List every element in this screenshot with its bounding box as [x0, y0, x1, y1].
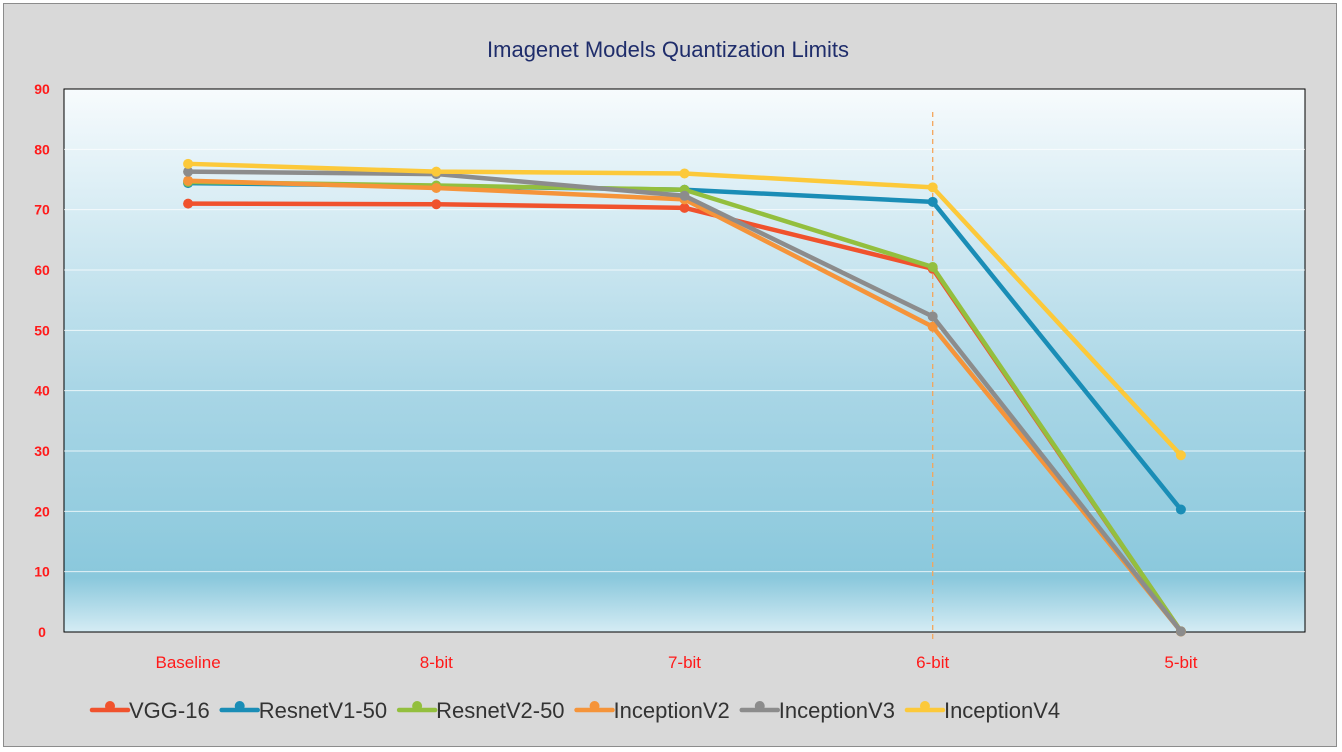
plot-area: [63, 88, 1306, 633]
y-tick-label: 10: [34, 564, 50, 580]
gridlines: [64, 148, 1305, 573]
legend-label: ResnetV1-50: [259, 698, 387, 723]
y-tick-label: 20: [34, 503, 50, 519]
y-axis-ticks: 0 10 20 30 40 50 60 70 80 90: [34, 81, 50, 640]
y-tick-label: 40: [34, 383, 50, 399]
data-point: [679, 168, 690, 179]
legend-label: InceptionV2: [614, 698, 730, 723]
x-tick-label: 5-bit: [1164, 653, 1197, 672]
legend-dot-marker: [589, 701, 600, 711]
data-point: [1175, 450, 1186, 461]
data-point: [183, 166, 194, 177]
data-point: [679, 190, 690, 201]
legend-item-resnetv1-50[interactable]: ResnetV1-50: [219, 698, 387, 723]
series-lines: [183, 158, 1186, 637]
data-point: [183, 158, 194, 169]
y-tick-label: 50: [34, 322, 50, 338]
legend-label: VGG-16: [129, 698, 210, 723]
y-tick-label: 70: [34, 202, 50, 218]
legend[interactable]: VGG-16 ResnetV1-50 ResnetV2-50 InceptionV2 I…: [89, 698, 1060, 723]
x-tick-label: 7-bit: [668, 653, 701, 672]
data-point: [1175, 626, 1186, 637]
data-point: [431, 182, 442, 193]
y-tick-label: 90: [34, 81, 50, 97]
data-point: [927, 311, 938, 322]
x-axis-ticks: Baseline 8-bit 7-bit 6-bit 5-bit: [155, 653, 1197, 672]
data-point: [431, 166, 442, 177]
legend-dot-marker: [105, 701, 115, 711]
data-point: [679, 202, 690, 213]
legend-label: InceptionV4: [944, 698, 1060, 723]
legend-label: InceptionV3: [779, 698, 895, 723]
legend-item-inceptionv2[interactable]: InceptionV2: [574, 698, 730, 723]
x-tick-label: 8-bit: [420, 653, 453, 672]
data-point: [183, 198, 194, 209]
y-tick-label: 60: [34, 262, 50, 278]
data-point: [927, 261, 938, 272]
data-point: [927, 321, 938, 332]
data-point: [927, 182, 938, 193]
legend-item-inceptionv4[interactable]: InceptionV4: [904, 698, 1060, 723]
data-point: [927, 196, 938, 207]
legend-item-inceptionv3[interactable]: InceptionV3: [739, 698, 895, 723]
legend-item-resnetv2-50[interactable]: ResnetV2-50: [396, 698, 565, 723]
y-tick-label: 0: [38, 624, 46, 640]
x-tick-label: 6-bit: [916, 653, 949, 672]
legend-dot-marker: [754, 701, 765, 711]
chart-title: Imagenet Models Quantization Limits: [487, 37, 849, 62]
y-tick-label: 30: [34, 443, 50, 459]
data-point: [1175, 504, 1186, 515]
legend-label: ResnetV2-50: [436, 698, 564, 723]
legend-dot-marker: [412, 701, 423, 711]
legend-dot-marker: [234, 701, 245, 711]
series-inceptionv4: [183, 158, 1186, 461]
data-point: [183, 175, 194, 186]
y-tick-label: 80: [34, 141, 50, 157]
series-inceptionv3: [183, 166, 1186, 637]
legend-item-vgg-16[interactable]: VGG-16: [89, 698, 210, 723]
data-point: [431, 199, 442, 210]
legend-dot-marker: [919, 701, 930, 711]
x-tick-label: Baseline: [155, 653, 220, 672]
